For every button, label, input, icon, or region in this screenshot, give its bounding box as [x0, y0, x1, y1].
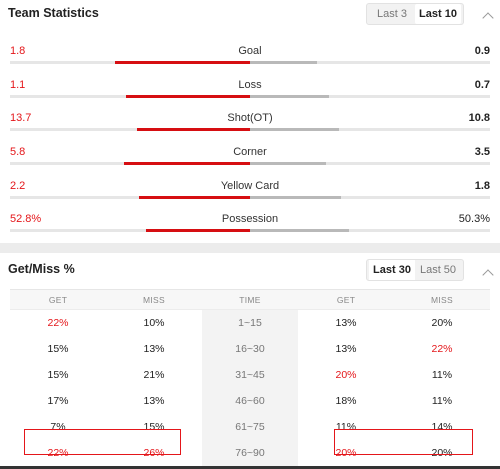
home-value: 5.8	[10, 146, 26, 158]
chevron-up-icon[interactable]	[482, 12, 494, 24]
tab-last-10[interactable]: Last 10	[415, 4, 461, 24]
home-bar	[139, 196, 250, 199]
home-get-cell: 15%	[47, 369, 69, 381]
panel-title: Team Statistics	[8, 6, 99, 20]
bottom-divider	[0, 466, 500, 469]
home-value: 1.1	[10, 79, 26, 91]
home-value: 52.8%	[10, 213, 42, 225]
chevron-up-icon[interactable]	[482, 269, 494, 281]
time-cell: 31~45	[202, 362, 298, 388]
get-miss-tabs: Last 30 Last 50	[366, 259, 464, 281]
away-miss-cell: 20%	[431, 447, 453, 459]
time-cell: 61~75	[202, 414, 298, 440]
away-value: 3.5	[474, 146, 490, 158]
away-miss-cell: 11%	[431, 369, 453, 381]
stat-label: Possession	[221, 213, 279, 225]
home-value: 1.8	[10, 45, 26, 57]
away-miss-cell: 22%	[431, 343, 453, 355]
home-bar	[137, 128, 250, 131]
away-get-cell: 13%	[335, 343, 357, 355]
column-header: TIME	[239, 294, 261, 305]
stat-row-shot-ot: 13.7 Shot(OT) 10.8	[0, 112, 500, 140]
stat-label: Shot(OT)	[227, 112, 273, 124]
away-bar	[250, 61, 317, 64]
home-miss-cell: 13%	[143, 343, 165, 355]
home-value: 13.7	[10, 112, 32, 124]
away-get-cell: 18%	[335, 395, 357, 407]
column-header: GET	[336, 294, 356, 305]
stat-label: Loss	[238, 79, 262, 91]
highlight-box-home	[24, 429, 181, 455]
stat-row-goal: 1.8 Goal 0.9	[0, 45, 500, 73]
away-bar	[250, 196, 341, 199]
away-value: 50.3%	[458, 213, 490, 225]
tab-last-3[interactable]: Last 3	[377, 8, 407, 20]
home-get-cell: 22%	[47, 317, 69, 329]
time-cell: 16~30	[202, 336, 298, 362]
home-bar	[124, 162, 250, 165]
tab-last-30[interactable]: Last 30	[369, 260, 415, 280]
home-miss-cell: 21%	[143, 369, 165, 381]
time-cell: 46~60	[202, 388, 298, 414]
highlight-box-away	[334, 429, 473, 455]
away-get-cell: 20%	[335, 447, 357, 459]
table-row: 22% 10% 1~15 13% 20%	[10, 310, 490, 336]
away-miss-cell: 14%	[431, 421, 453, 433]
away-value: 10.8	[468, 112, 490, 124]
get-miss-header: Get/Miss % Last 30 Last 50	[0, 253, 500, 283]
home-value: 2.2	[10, 180, 26, 192]
home-get-cell: 15%	[47, 343, 69, 355]
away-get-cell: 20%	[335, 369, 357, 381]
away-bar	[250, 229, 349, 232]
table-row: 22% 26% 76~90 20% 20%	[10, 440, 490, 466]
away-value: 0.9	[474, 45, 490, 57]
away-value: 1.8	[474, 180, 490, 192]
get-miss-table: GET MISS TIME GET MISS 22% 10% 1~15 13% 20% 1…	[10, 289, 490, 466]
get-miss-panel: Get/Miss % Last 30 Last 50 GET MISS TIME…	[0, 253, 500, 466]
time-cell: 1~15	[202, 310, 298, 336]
home-miss-cell: 26%	[143, 447, 165, 459]
home-get-cell: 17%	[47, 395, 69, 407]
away-bar	[250, 162, 326, 165]
team-statistics-header: Team Statistics Last 3 Last 10	[0, 0, 500, 30]
home-miss-cell: 13%	[143, 395, 165, 407]
stat-row-corner: 5.8 Corner 3.5	[0, 146, 500, 174]
panel-title: Get/Miss %	[8, 262, 75, 276]
away-miss-cell: 20%	[431, 317, 453, 329]
column-header: GET	[48, 294, 68, 305]
home-get-cell: 7%	[50, 421, 66, 433]
home-bar	[115, 61, 250, 64]
table-body: 22% 10% 1~15 13% 20% 15% 13% 16~30 13% 22% 15% 21% 3…	[10, 310, 490, 466]
home-miss-cell: 15%	[143, 421, 165, 433]
table-row: 7% 15% 61~75 11% 14%	[10, 414, 490, 440]
away-bar	[250, 128, 339, 131]
tab-last-50[interactable]: Last 50	[419, 264, 457, 276]
away-get-cell: 13%	[335, 317, 357, 329]
away-bar	[250, 95, 329, 98]
away-get-cell: 11%	[335, 421, 357, 433]
team-statistics-panel: Team Statistics Last 3 Last 10 1.8 Goal …	[0, 0, 500, 243]
stat-row-loss: 1.1 Loss 0.7	[0, 79, 500, 107]
column-header: MISS	[143, 294, 165, 305]
away-miss-cell: 11%	[431, 395, 453, 407]
time-cell: 76~90	[202, 440, 298, 466]
home-bar	[126, 95, 250, 98]
stat-label: Corner	[233, 146, 267, 158]
stat-row-possession: 52.8% Possession 50.3%	[0, 213, 500, 241]
column-header: MISS	[431, 294, 453, 305]
home-get-cell: 22%	[47, 447, 69, 459]
team-stats-tabs: Last 3 Last 10	[366, 3, 464, 25]
table-header-row: GET MISS TIME GET MISS	[10, 290, 490, 310]
stat-label: Yellow Card	[220, 180, 280, 192]
away-value: 0.7	[474, 79, 490, 91]
table-row: 15% 13% 16~30 13% 22%	[10, 336, 490, 362]
table-row: 17% 13% 46~60 18% 11%	[10, 388, 490, 414]
table-row: 15% 21% 31~45 20% 11%	[10, 362, 490, 388]
stat-label: Goal	[238, 45, 262, 57]
home-bar	[146, 229, 250, 232]
home-miss-cell: 10%	[143, 317, 165, 329]
stat-row-yellow-card: 2.2 Yellow Card 1.8	[0, 180, 500, 208]
